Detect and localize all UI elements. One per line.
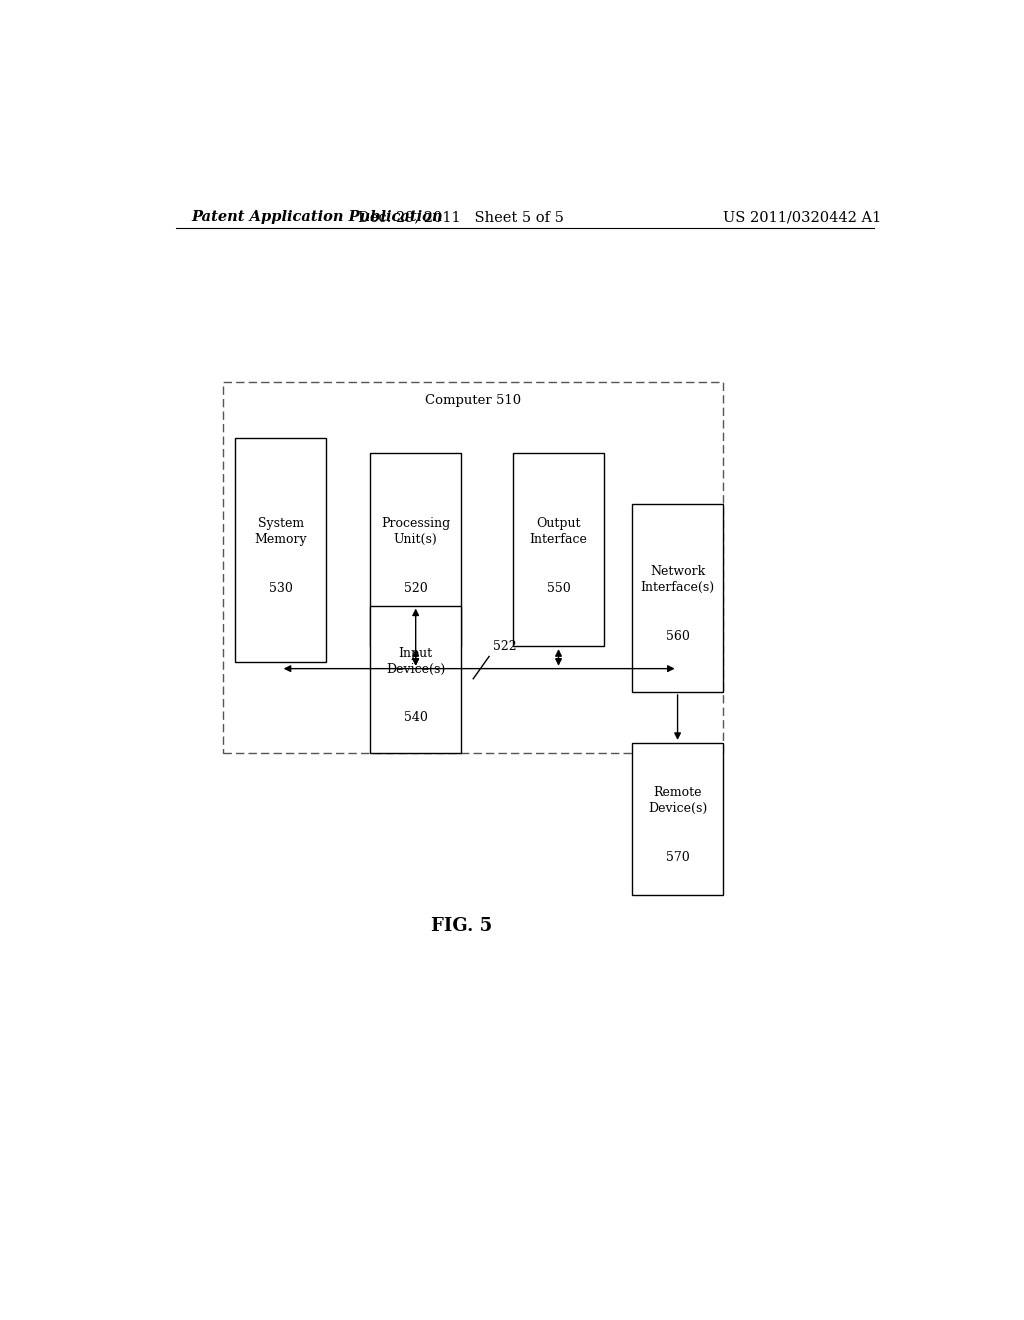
Text: 520: 520 — [403, 582, 428, 595]
Text: Dec. 29, 2011   Sheet 5 of 5: Dec. 29, 2011 Sheet 5 of 5 — [358, 210, 564, 224]
Bar — [370, 606, 461, 752]
Text: Remote
Device(s): Remote Device(s) — [648, 787, 708, 816]
Text: Computer 510: Computer 510 — [425, 395, 521, 407]
Text: 530: 530 — [269, 582, 293, 595]
Bar — [632, 743, 723, 895]
Text: Output
Interface: Output Interface — [529, 517, 588, 546]
Bar — [236, 438, 327, 661]
Bar — [513, 453, 604, 647]
Text: 560: 560 — [666, 630, 689, 643]
Text: Processing
Unit(s): Processing Unit(s) — [381, 517, 451, 546]
Text: Patent Application Publication: Patent Application Publication — [191, 210, 443, 224]
Bar — [632, 504, 723, 692]
Bar — [370, 453, 461, 647]
Text: Input
Device(s): Input Device(s) — [386, 647, 445, 676]
Text: 540: 540 — [403, 711, 428, 725]
Text: 522: 522 — [494, 640, 517, 653]
Text: US 2011/0320442 A1: US 2011/0320442 A1 — [723, 210, 882, 224]
Text: FIG. 5: FIG. 5 — [431, 917, 492, 935]
Text: 570: 570 — [666, 851, 689, 865]
Text: Network
Interface(s): Network Interface(s) — [640, 565, 715, 594]
Text: 550: 550 — [547, 582, 570, 595]
Bar — [223, 381, 723, 752]
Text: System
Memory: System Memory — [254, 517, 307, 546]
